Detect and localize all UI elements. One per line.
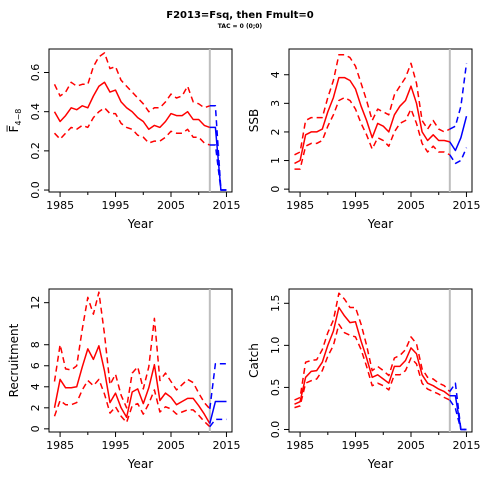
plot-frame [48,288,233,433]
y-tick-label: 0.2 [29,142,42,160]
series-projection-upper [449,382,467,431]
y-axis-label: Recruitment [7,323,21,397]
y-tick-label: 1.0 [269,337,282,355]
series-historical-upper [294,53,451,156]
y-tick-label: 3 [269,100,282,107]
panel-top-right: 1985 1995 2005 2015 0 1 2 3 4 Year SSB [247,48,480,231]
series-historical-upper [294,292,451,401]
series-historical-estimate [53,345,211,424]
series-projection-upper [209,105,227,191]
x-tick-label: 2015 [212,199,240,212]
x-tick-label: 1985 [46,199,74,212]
y-tick-label: 0 [269,186,282,193]
series-historical-upper [53,52,211,113]
series-historical-lower [53,107,211,146]
y-tick-label: 0.0 [269,421,282,439]
x-tick-label: 2015 [212,439,240,452]
y-tick-label: 6 [29,362,42,369]
x-axis-label: Year [127,217,153,231]
series-projection-estimate [449,395,467,431]
x-tick-label: 1995 [342,199,370,212]
plot-frame [288,288,473,433]
series-historical-lower [53,378,211,428]
y-tick-label: 8 [29,341,42,348]
x-tick-label: 1995 [342,439,370,452]
panel-bottom-left: 1985 1995 2005 2015 0 2 4 6 8 12 Year Recruitment [7,288,240,471]
y-tick-label: 1.5 [269,295,282,313]
series-projection-upper [449,63,468,130]
series-projection-estimate [209,126,227,191]
x-tick-label: 2015 [452,199,480,212]
y-tick-label: 1 [269,157,282,164]
x-tick-label: 1995 [102,199,130,212]
series-historical-estimate [294,76,450,165]
y-tick-label: 0.5 [269,379,282,397]
series-projection-estimate [449,116,468,152]
plot-frame [48,48,233,193]
x-tick-label: 1985 [46,439,74,452]
x-tick-label: 1985 [286,199,314,212]
figure-subtitle: TAC = 0 (0;0) [217,23,263,30]
figure-title: F2013=Fsq, then Fmult=0 [166,10,314,21]
y-tick-label: 0.0 [29,181,42,199]
plot-frame [288,48,473,193]
x-tick-label: 2015 [452,439,480,452]
y-axis-label: F̅4−8 [6,109,23,133]
x-tick-label: 2005 [157,199,185,212]
x-tick-label: 2005 [397,199,425,212]
series-projection-lower [209,144,227,191]
x-axis-label: Year [127,457,153,471]
y-tick-label: 4 [269,71,282,78]
series-historical-lower [294,96,451,170]
y-axis-label: SSB [247,109,261,132]
x-tick-label: 1985 [286,439,314,452]
y-axis-label: Catch [247,343,261,378]
panel-bottom-right: 1985 1995 2005 2015 0.0 0.5 1.0 1.5 Year Catch [247,288,480,471]
series-historical-estimate [53,81,211,131]
panel-top-left: 1985 1995 2005 2015 0.0 0.2 0.4 0.6 Year F̅4−8 [6,48,240,231]
x-axis-label: Year [367,217,393,231]
y-tick-label: 2 [29,404,42,411]
x-tick-label: 1995 [102,439,130,452]
series-projection-lower [449,147,468,165]
x-tick-label: 2005 [397,439,425,452]
x-tick-label: 2005 [157,439,185,452]
series-projection-lower [449,399,467,431]
y-tick-label: 12 [29,296,42,310]
y-tick-label: 0.4 [29,103,42,121]
series-historical-lower [294,323,451,409]
y-axis-label-subscript: 4−8 [14,109,23,126]
y-tick-label: 4 [29,383,42,390]
series-historical-upper [53,291,211,410]
x-axis-label: Year [367,457,393,471]
y-tick-label: 0.6 [29,64,42,82]
series-historical-estimate [294,306,451,405]
series-projection-upper [209,362,227,409]
y-tick-label: 2 [269,128,282,135]
series-projection-estimate [209,400,227,424]
y-tick-label: 0 [29,425,42,432]
series-projection-lower [209,418,227,428]
